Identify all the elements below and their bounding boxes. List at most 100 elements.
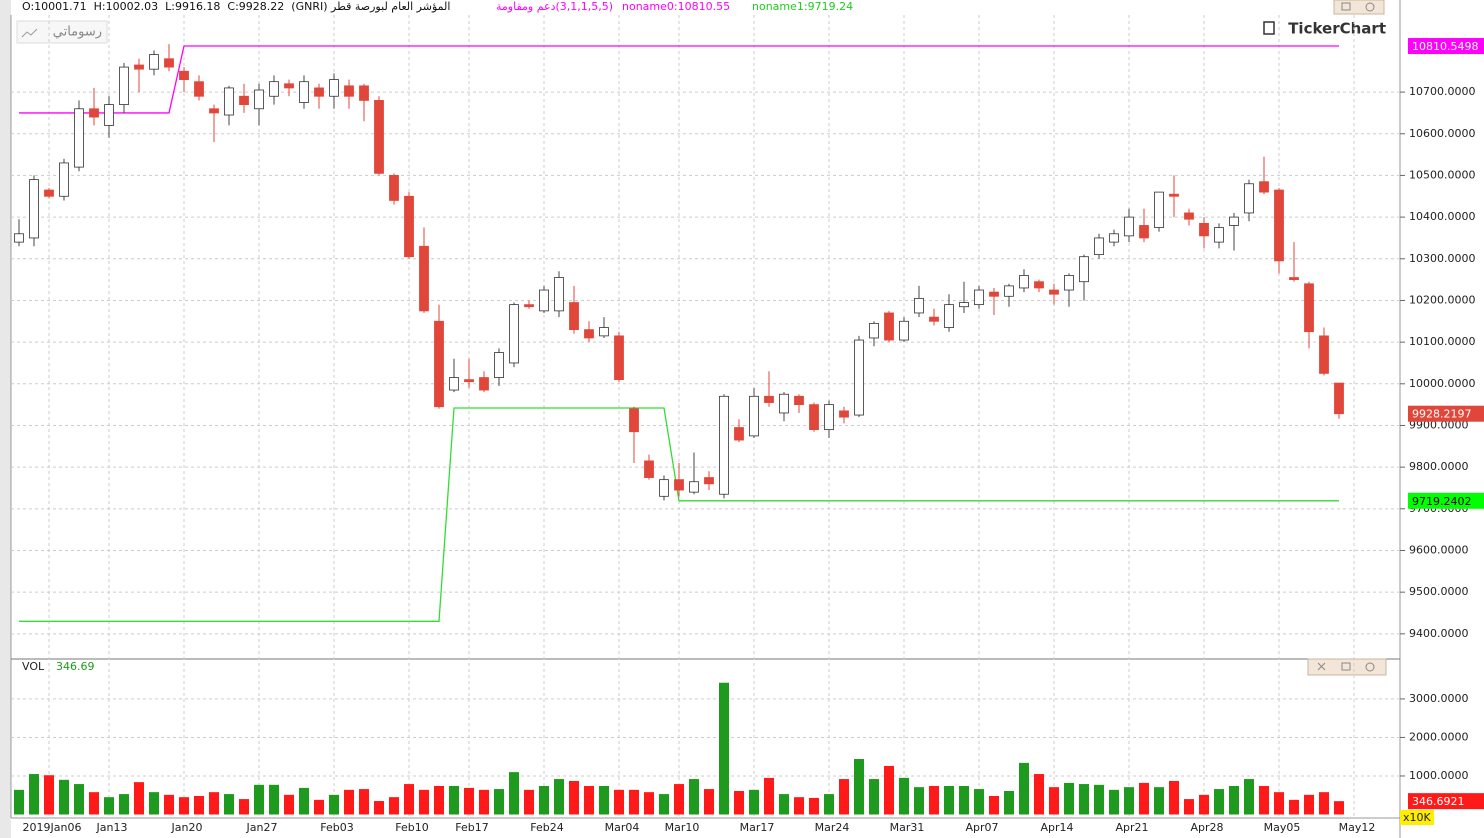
candle-body	[794, 395, 804, 406]
candle-body	[749, 395, 759, 437]
candle-body	[569, 302, 579, 331]
drawings-label[interactable]: رسوماتي	[53, 25, 102, 40]
candle-body	[1214, 227, 1224, 243]
maximize-icon[interactable]	[1341, 662, 1351, 671]
candle-body	[959, 302, 969, 308]
drawings-button[interactable]	[16, 20, 108, 44]
y-tick-label: 9600.0000	[1409, 543, 1469, 556]
volume-bar	[1049, 787, 1059, 815]
candle-body	[1259, 181, 1269, 193]
volume-bar	[614, 789, 624, 815]
price-marker-label: 10810.5498	[1412, 40, 1478, 53]
panel-controls[interactable]	[1307, 0, 1387, 676]
volume-bar	[914, 787, 924, 815]
volume-bar	[359, 789, 369, 815]
candle-body	[524, 304, 534, 308]
volume-bar	[854, 759, 864, 815]
candle-body	[89, 108, 99, 118]
candle-body	[599, 327, 609, 337]
volume-bar	[149, 792, 159, 815]
volume-bar	[434, 785, 444, 815]
volume-bar	[839, 779, 849, 815]
x-tick-label: Feb17	[455, 821, 488, 834]
candle-body	[1109, 233, 1119, 243]
volume-bar	[104, 797, 114, 815]
volume-bar	[629, 789, 639, 815]
volume-bar	[779, 794, 789, 815]
panel-buttons[interactable]	[1307, 658, 1387, 676]
candle-body	[1124, 216, 1134, 237]
candle-body	[1304, 283, 1314, 333]
volume-bar	[164, 794, 174, 815]
y-tick-label: 1000.0000	[1409, 769, 1469, 782]
candle-body	[1094, 237, 1104, 256]
candle-body	[929, 316, 939, 322]
volume-bar	[254, 784, 264, 815]
candle-body	[869, 322, 879, 339]
volume-bar	[899, 777, 909, 815]
volume-bar	[299, 787, 309, 815]
volume-value: 346.69	[56, 660, 95, 673]
price-marker	[1408, 492, 1484, 509]
volume-bar	[404, 784, 414, 815]
candle-body	[59, 162, 69, 197]
volume-bar	[944, 785, 954, 815]
candle-body	[539, 289, 549, 312]
volume-bar	[929, 785, 939, 815]
x-tick-label: Mar24	[815, 821, 850, 834]
y-tick-label: 10600.0000	[1409, 127, 1475, 140]
volume-bar	[44, 775, 54, 815]
x-tick-label: Jan20	[171, 821, 203, 834]
candle-body	[1169, 193, 1179, 197]
volume-bar	[869, 779, 879, 815]
candle-body	[434, 320, 444, 408]
candle-body	[359, 85, 369, 101]
volume-bar	[674, 784, 684, 815]
volume-bar	[1304, 794, 1314, 815]
volume-marker-label: 346.6921	[1412, 795, 1465, 808]
settings-icon[interactable]	[1365, 662, 1375, 672]
volume-title: VOL	[22, 660, 45, 673]
close-icon[interactable]	[1317, 662, 1326, 671]
candle-body	[719, 395, 729, 495]
volume-bar	[224, 794, 234, 815]
drawings-icon	[21, 28, 38, 38]
volume-marker	[1408, 793, 1484, 810]
candle-body	[164, 58, 174, 68]
volume-bar	[89, 792, 99, 815]
candle-body	[1274, 189, 1284, 262]
candle-body	[1139, 225, 1149, 239]
instrument-legend: المؤشر العام لبورصة قطر (GNRI) O:10001.7…	[22, 0, 451, 13]
candle-body	[314, 87, 324, 97]
settings-icon[interactable]	[1365, 2, 1375, 12]
y-tick-label: 9400.0000	[1409, 627, 1469, 640]
y-tick-label: 9500.0000	[1409, 585, 1469, 598]
volume-bar	[1064, 782, 1074, 815]
volume-bar	[314, 799, 324, 815]
candle-body	[269, 81, 279, 97]
volume-bar	[539, 785, 549, 815]
candle-body	[644, 460, 654, 478]
indicator-line	[19, 407, 1339, 622]
y-tick-label: 10400.0000	[1409, 210, 1475, 223]
candle-body	[74, 108, 84, 168]
volume-bar	[1214, 789, 1224, 815]
volume-bar	[1289, 799, 1299, 815]
volume-bar	[1124, 787, 1134, 815]
maximize-icon[interactable]	[1341, 2, 1351, 11]
candle-body	[674, 479, 684, 491]
volume-bar	[1274, 792, 1284, 815]
volume-bar	[1079, 784, 1089, 815]
volume-bar	[704, 789, 714, 815]
volume-bar	[1094, 784, 1104, 815]
candle-body	[329, 79, 339, 97]
price-marker	[1408, 405, 1484, 422]
x-tick-label: May05	[1264, 821, 1301, 834]
x-tick-label: Feb10	[395, 821, 428, 834]
candle-body	[44, 189, 54, 197]
volume-bar	[794, 797, 804, 815]
x-tick-label: Mar10	[665, 821, 700, 834]
volume-bar	[344, 789, 354, 815]
